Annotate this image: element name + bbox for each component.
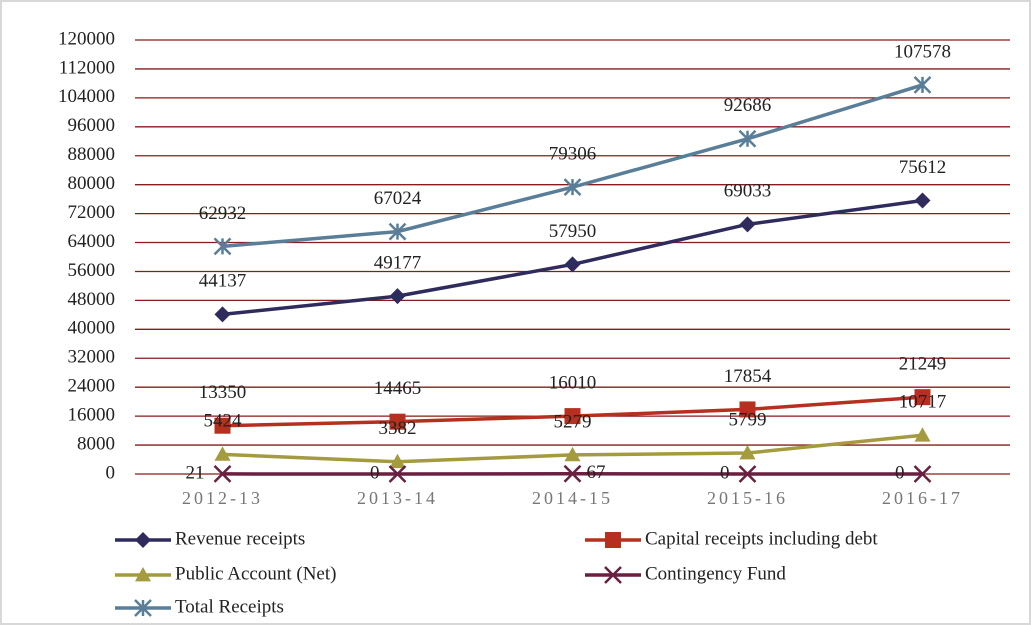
marker — [604, 566, 622, 584]
legend-item: Total Receipts — [115, 596, 284, 617]
data-label: 0 — [720, 462, 730, 483]
data-label: 67 — [587, 462, 606, 483]
marker — [389, 288, 406, 305]
x-tick-label: 2015-16 — [707, 488, 788, 508]
marker — [389, 413, 406, 430]
legend-label: Total Receipts — [175, 596, 284, 617]
legend-label: Capital receipts including debt — [645, 528, 878, 549]
marker — [564, 446, 581, 462]
x-tick-label: 2016-17 — [882, 488, 963, 508]
marker — [564, 408, 581, 425]
y-tick-label: 80000 — [68, 173, 116, 194]
data-label: 5424 — [204, 411, 243, 432]
data-label: 107578 — [894, 41, 951, 62]
marker — [389, 453, 406, 469]
data-label: 13350 — [199, 382, 247, 403]
y-tick-label: 112000 — [59, 57, 115, 78]
marker — [214, 306, 231, 323]
data-label: 0 — [895, 462, 905, 483]
marker — [213, 465, 232, 483]
marker — [914, 427, 931, 442]
data-label: 44137 — [199, 271, 247, 292]
y-tick-label: 16000 — [68, 404, 116, 425]
marker — [214, 446, 231, 461]
y-tick-label: 64000 — [68, 231, 116, 252]
data-label: 57950 — [549, 221, 597, 242]
x-tick-label: 2012-13 — [182, 488, 263, 508]
x-tick-label: 2013-14 — [357, 488, 438, 508]
marker — [214, 417, 231, 434]
legend-item: Public Account (Net) — [115, 563, 336, 584]
legend-item: Revenue receipts — [115, 528, 305, 549]
data-label: 92686 — [724, 95, 772, 116]
marker — [134, 599, 152, 617]
y-tick-label: 48000 — [68, 289, 116, 310]
y-tick-label: 56000 — [68, 260, 116, 281]
y-tick-label: 88000 — [68, 144, 116, 165]
data-label: 17854 — [724, 366, 772, 387]
data-label: 21 — [186, 462, 205, 483]
data-label: 69033 — [724, 181, 772, 202]
y-tick-label: 72000 — [68, 202, 116, 223]
marker — [135, 532, 151, 548]
marker — [739, 401, 756, 418]
marker — [605, 532, 621, 548]
y-tick-label: 24000 — [68, 376, 116, 397]
marker — [135, 567, 151, 582]
data-label: 3382 — [379, 418, 417, 439]
data-label: 62932 — [199, 203, 247, 224]
marker — [563, 178, 582, 197]
data-label: 67024 — [374, 188, 422, 209]
y-tick-label: 0 — [106, 462, 116, 483]
y-tick-label: 96000 — [68, 115, 116, 136]
data-label: 10717 — [899, 392, 947, 413]
marker — [388, 222, 407, 241]
marker — [914, 192, 931, 209]
legend-item: Contingency Fund — [585, 563, 786, 584]
marker — [738, 129, 757, 148]
y-tick-label: 40000 — [68, 318, 116, 339]
marker — [563, 464, 582, 483]
data-label: 79306 — [549, 144, 597, 165]
y-tick-label: 32000 — [68, 347, 116, 368]
marker — [913, 465, 932, 483]
marker — [738, 465, 757, 483]
marker — [913, 76, 932, 94]
data-label: 49177 — [374, 253, 422, 274]
marker — [388, 465, 407, 483]
data-label: 5279 — [554, 411, 592, 432]
marker — [914, 389, 931, 406]
data-label: 14465 — [374, 378, 422, 399]
legend-label: Public Account (Net) — [175, 563, 336, 584]
y-tick-label: 120000 — [58, 28, 115, 49]
marker — [739, 216, 756, 233]
data-label: 0 — [370, 462, 380, 483]
data-label: 21249 — [899, 354, 947, 375]
marker — [213, 237, 232, 256]
data-label: 16010 — [549, 372, 597, 393]
y-tick-label: 104000 — [58, 86, 115, 107]
data-label: 5799 — [729, 409, 767, 430]
legend-label: Contingency Fund — [645, 563, 786, 584]
legend-item: Capital receipts including debt — [585, 528, 878, 549]
y-tick-label: 8000 — [77, 433, 115, 454]
legend-label: Revenue receipts — [175, 528, 305, 549]
x-tick-label: 2014-15 — [532, 488, 613, 508]
marker — [739, 445, 756, 460]
marker — [564, 256, 581, 273]
data-label: 75612 — [899, 157, 947, 178]
